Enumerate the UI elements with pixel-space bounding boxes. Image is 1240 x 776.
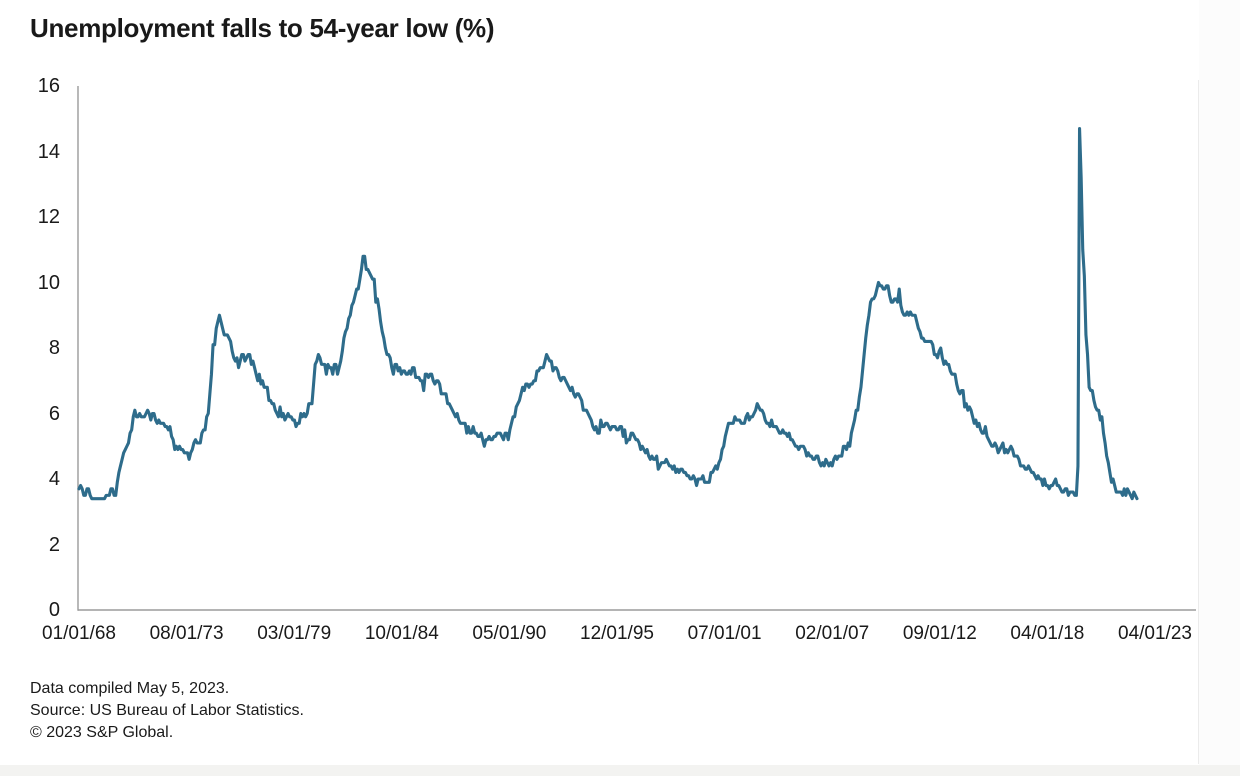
x-axis-tick-label: 09/01/12: [902, 623, 977, 644]
footnote-copyright: © 2023 S&P Global.: [30, 724, 174, 741]
x-axis-tick-label: 12/01/95: [580, 623, 654, 644]
bottom-edge-strip: [0, 765, 1240, 776]
footnote-compiled: Data compiled May 5, 2023.: [30, 680, 230, 697]
chart-footnotes: Data compiled May 5, 2023. Source: US Bu…: [30, 678, 304, 744]
x-axis-tick-label: 04/01/18: [1010, 623, 1085, 644]
x-axis-tick-label: 02/01/07: [795, 623, 870, 644]
y-axis-tick-label: 14: [37, 140, 60, 163]
x-axis-tick-label: 05/01/90: [472, 623, 547, 644]
chart-title: Unemployment falls to 54-year low (%): [30, 13, 495, 43]
x-axis-tick-label: 07/01/01: [687, 623, 762, 644]
y-axis-tick-label: 16: [37, 75, 60, 97]
right-margin-strip: [1199, 0, 1240, 776]
x-axis-tick-label: 01/01/68: [42, 623, 116, 644]
x-axis-tick-label: 10/01/84: [364, 623, 439, 644]
y-axis-tick-label: 2: [48, 533, 60, 556]
y-axis-tick-label: 4: [48, 468, 60, 490]
x-axis-tick-label: 08/01/73: [149, 623, 224, 644]
y-axis-tick-label: 10: [37, 271, 60, 294]
footnote-source: Source: US Bureau of Labor Statistics.: [30, 702, 304, 719]
x-axis-tick-label: 04/01/23: [1118, 623, 1192, 644]
x-axis-tick-label: 03/01/79: [257, 623, 332, 644]
unemployment-rate-line: [77, 127, 1139, 501]
y-axis-tick-label: 12: [37, 206, 60, 228]
y-axis-tick-label: 8: [48, 337, 60, 359]
y-axis-tick-label: 0: [48, 599, 60, 621]
y-axis-tick-label: 6: [48, 402, 60, 425]
